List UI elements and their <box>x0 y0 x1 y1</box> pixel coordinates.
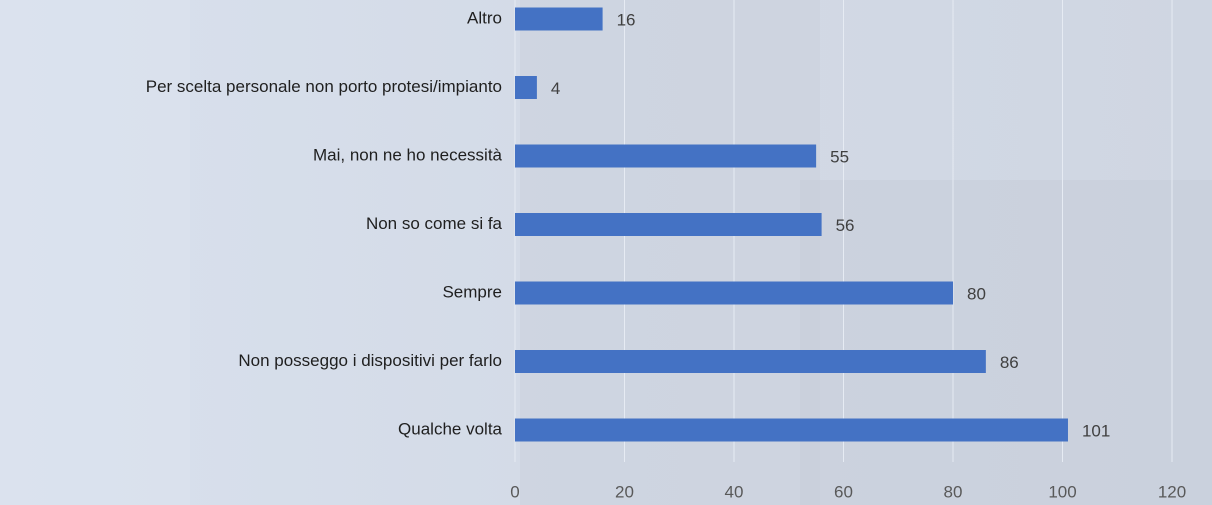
y-tick-label: Non so come si fa <box>366 214 503 233</box>
background-shape <box>800 180 1212 505</box>
x-tick-label: 0 <box>510 482 519 501</box>
bar <box>515 418 1068 442</box>
data-label: 55 <box>830 147 849 166</box>
data-label: 80 <box>967 284 986 303</box>
background-shape <box>0 0 190 505</box>
data-label: 16 <box>617 10 636 29</box>
y-tick-label: Qualche volta <box>398 419 502 438</box>
bar <box>515 281 953 305</box>
y-tick-label: Mai, non ne ho necessità <box>313 145 503 164</box>
x-tick-label: 120 <box>1158 482 1186 501</box>
data-label: 86 <box>1000 353 1019 372</box>
y-tick-label: Per scelta personale non porto protesi/i… <box>146 77 502 96</box>
x-tick-label: 100 <box>1048 482 1076 501</box>
y-tick-label: Sempre <box>442 282 502 301</box>
x-tick-label: 80 <box>944 482 963 501</box>
bar <box>515 213 822 236</box>
x-tick-label: 20 <box>615 482 634 501</box>
bar <box>515 7 603 31</box>
bar <box>515 350 986 373</box>
y-tick-label: Altro <box>467 8 502 27</box>
data-label: 56 <box>836 216 855 235</box>
x-tick-label: 60 <box>834 482 853 501</box>
bar <box>515 144 817 168</box>
x-tick-label: 40 <box>725 482 744 501</box>
y-tick-label: Non posseggo i dispositivi per farlo <box>238 351 502 370</box>
data-label: 101 <box>1082 421 1110 440</box>
data-label: 4 <box>551 79 560 98</box>
bar <box>515 76 537 99</box>
